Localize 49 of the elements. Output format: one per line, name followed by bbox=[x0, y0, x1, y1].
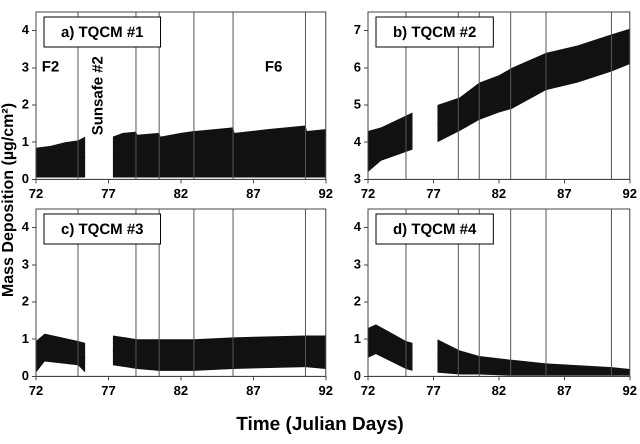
y-tick-label: 4 bbox=[354, 219, 362, 234]
y-tick-label: 5 bbox=[354, 96, 361, 112]
y-tick-label: 7 bbox=[354, 22, 361, 38]
y-tick-label: 3 bbox=[354, 256, 361, 272]
y-tick-label: 0 bbox=[22, 368, 29, 383]
annotation: F2 bbox=[42, 58, 60, 76]
x-tick-label: 82 bbox=[492, 382, 506, 398]
y-tick-label: 0 bbox=[22, 170, 29, 186]
x-axis-title: Time (Julian Days) bbox=[235, 414, 405, 436]
y-tick-label: 3 bbox=[22, 256, 29, 272]
x-tick-label: 77 bbox=[426, 382, 441, 398]
x-tick-label: 87 bbox=[246, 186, 261, 201]
y-tick-label: 1 bbox=[22, 134, 29, 149]
x-tick-label: 87 bbox=[246, 382, 261, 398]
x-tick-label: 77 bbox=[101, 186, 116, 201]
x-tick-label: 82 bbox=[492, 186, 506, 201]
text: b) TQCM #2 bbox=[392, 24, 476, 42]
annotation: F6 bbox=[264, 58, 282, 76]
x-tick-label: 92 bbox=[622, 382, 638, 398]
y-tick-label: 6 bbox=[354, 59, 361, 74]
x-tick-label: 72 bbox=[360, 186, 376, 201]
y-tick-label: 2 bbox=[354, 294, 361, 309]
x-tick-label: 92 bbox=[318, 382, 334, 398]
x-tick-label: 77 bbox=[101, 382, 116, 398]
y-tick-label: 4 bbox=[354, 134, 362, 149]
x-tick-label: 87 bbox=[557, 186, 572, 201]
text: a) TQCM #1 bbox=[61, 24, 144, 42]
text: c) TQCM #3 bbox=[61, 221, 144, 238]
x-tick-label: 82 bbox=[174, 382, 188, 398]
y-tick-label: 0 bbox=[354, 368, 361, 383]
x-tick-label: 87 bbox=[557, 382, 572, 398]
x-tick-label: 92 bbox=[318, 186, 334, 201]
x-tick-label: 82 bbox=[174, 186, 188, 201]
y-tick-label: 3 bbox=[354, 170, 361, 186]
y-tick-label: 3 bbox=[22, 59, 29, 74]
annotation: Sunsafe #2 bbox=[89, 56, 106, 136]
x-tick-label: 77 bbox=[426, 186, 441, 201]
y-tick-label: 1 bbox=[354, 330, 361, 346]
text: d) TQCM #4 bbox=[392, 221, 477, 238]
x-tick-label: 72 bbox=[28, 382, 44, 398]
y-tick-label: 4 bbox=[22, 22, 30, 38]
y-axis-title: Mass Deposition (µg/cm²) bbox=[0, 102, 18, 300]
y-tick-label: 1 bbox=[22, 330, 29, 346]
y-tick-label: 2 bbox=[22, 294, 29, 309]
y-tick-label: 4 bbox=[22, 219, 30, 234]
x-tick-label: 72 bbox=[28, 186, 44, 201]
x-tick-label: 92 bbox=[622, 186, 638, 201]
y-tick-label: 2 bbox=[22, 96, 29, 112]
x-tick-label: 72 bbox=[360, 382, 376, 398]
